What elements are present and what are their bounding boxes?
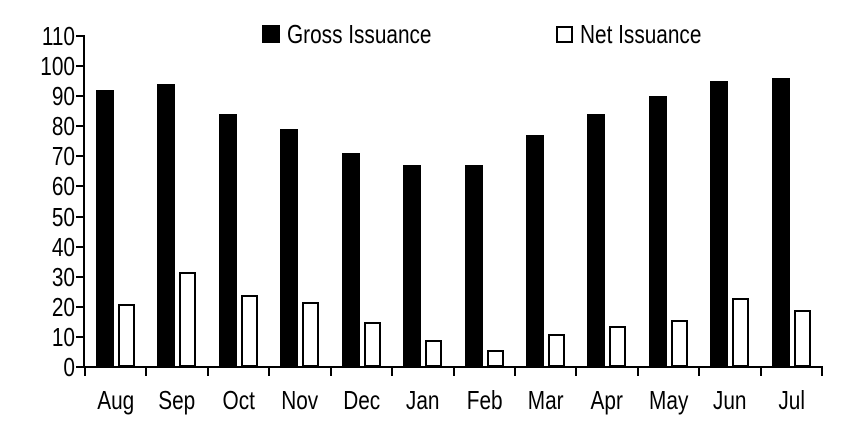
x-axis-label-may: May	[648, 385, 689, 415]
y-axis-label-110: 110	[41, 21, 75, 51]
net-bar-apr	[609, 326, 627, 367]
y-axis-tick	[76, 366, 85, 368]
gross-bar-may	[648, 96, 667, 367]
y-axis-tick	[76, 305, 85, 308]
net-bar-mar	[547, 333, 565, 367]
y-axis-label-20: 20	[51, 291, 75, 322]
gross-bar-aug	[96, 90, 114, 367]
x-axis-tick	[391, 367, 394, 376]
gross-issuance-swatch-icon	[262, 25, 280, 43]
net-bar-feb	[486, 350, 504, 367]
net-bar-jul	[793, 309, 811, 367]
net-bar-nov	[302, 302, 320, 367]
gross-bar-jul	[771, 78, 790, 367]
x-axis-label-mar: Mar	[527, 385, 564, 415]
net-bar-sep	[179, 272, 197, 367]
x-axis-tick	[513, 367, 516, 376]
y-axis-label-100: 100	[40, 51, 75, 82]
x-axis-tick	[268, 367, 271, 376]
x-axis-label-nov: Nov	[281, 385, 319, 415]
gross-bar-jan	[403, 165, 422, 367]
net-bar-may	[670, 320, 688, 367]
y-axis-tick	[76, 275, 85, 278]
x-axis-tick	[759, 367, 762, 376]
x-axis-label-feb: Feb	[466, 385, 503, 415]
y-axis-tick	[76, 215, 85, 218]
x-axis-tick	[452, 367, 455, 376]
y-axis-tick	[76, 185, 85, 188]
legend-label-gross-issuance: Gross Issuance	[287, 19, 432, 49]
y-axis-tick	[76, 95, 85, 98]
gross-bar-sep	[157, 84, 176, 367]
y-axis-label-30: 30	[51, 261, 75, 292]
net-issuance-swatch-icon	[556, 25, 573, 43]
x-axis-label-jul: Jul	[777, 385, 805, 415]
y-axis-label-70: 70	[51, 141, 75, 172]
legend-item-gross-issuance: Gross Issuance	[262, 19, 468, 49]
y-axis-tick	[76, 35, 85, 37]
x-axis-tick	[821, 367, 823, 376]
gross-bar-jun	[710, 81, 729, 367]
x-axis-tick	[145, 367, 148, 376]
gross-bar-feb	[464, 165, 483, 367]
net-bar-jun	[732, 297, 750, 367]
x-axis-tick	[329, 367, 332, 376]
y-axis-tick	[76, 245, 85, 248]
gross-bar-nov	[280, 129, 299, 367]
y-axis-label-40: 40	[51, 231, 75, 262]
y-axis-label-10: 10	[51, 321, 75, 352]
x-axis-tick	[636, 367, 639, 376]
y-axis-label-60: 60	[51, 171, 75, 202]
x-axis-label-aug: Aug	[97, 385, 135, 415]
gross-bar-oct	[218, 114, 237, 367]
x-axis-label-sep: Sep	[158, 385, 196, 415]
x-axis-tick	[84, 367, 86, 376]
x-axis-tick	[206, 367, 209, 376]
y-axis-label-50: 50	[51, 201, 75, 232]
x-axis-tick	[698, 367, 701, 376]
gross-bar-dec	[341, 153, 360, 367]
x-axis-tick	[575, 367, 578, 376]
y-axis-label-90: 90	[51, 81, 75, 112]
y-axis-label-80: 80	[51, 111, 75, 142]
y-axis-line	[83, 35, 85, 368]
y-axis-tick	[76, 125, 85, 128]
x-axis-label-jun: Jun	[713, 385, 747, 415]
legend-label-net-issuance: Net Issuance	[580, 19, 702, 49]
x-axis-label-jan: Jan	[406, 385, 440, 415]
net-bar-aug	[118, 303, 135, 367]
y-axis-tick	[76, 155, 85, 158]
y-axis-label-0: 0	[63, 352, 75, 382]
y-axis-tick	[76, 65, 85, 68]
gross-bar-mar	[525, 135, 544, 367]
legend-item-net-issuance: Net Issuance	[556, 19, 732, 49]
net-bar-oct	[240, 294, 258, 367]
x-axis-label-oct: Oct	[222, 385, 255, 415]
net-bar-jan	[425, 339, 443, 367]
gross-bar-apr	[587, 114, 606, 367]
x-axis-label-apr: Apr	[590, 385, 624, 415]
net-bar-dec	[363, 321, 381, 367]
x-axis-label-dec: Dec	[342, 385, 380, 415]
y-axis-tick	[76, 335, 85, 338]
